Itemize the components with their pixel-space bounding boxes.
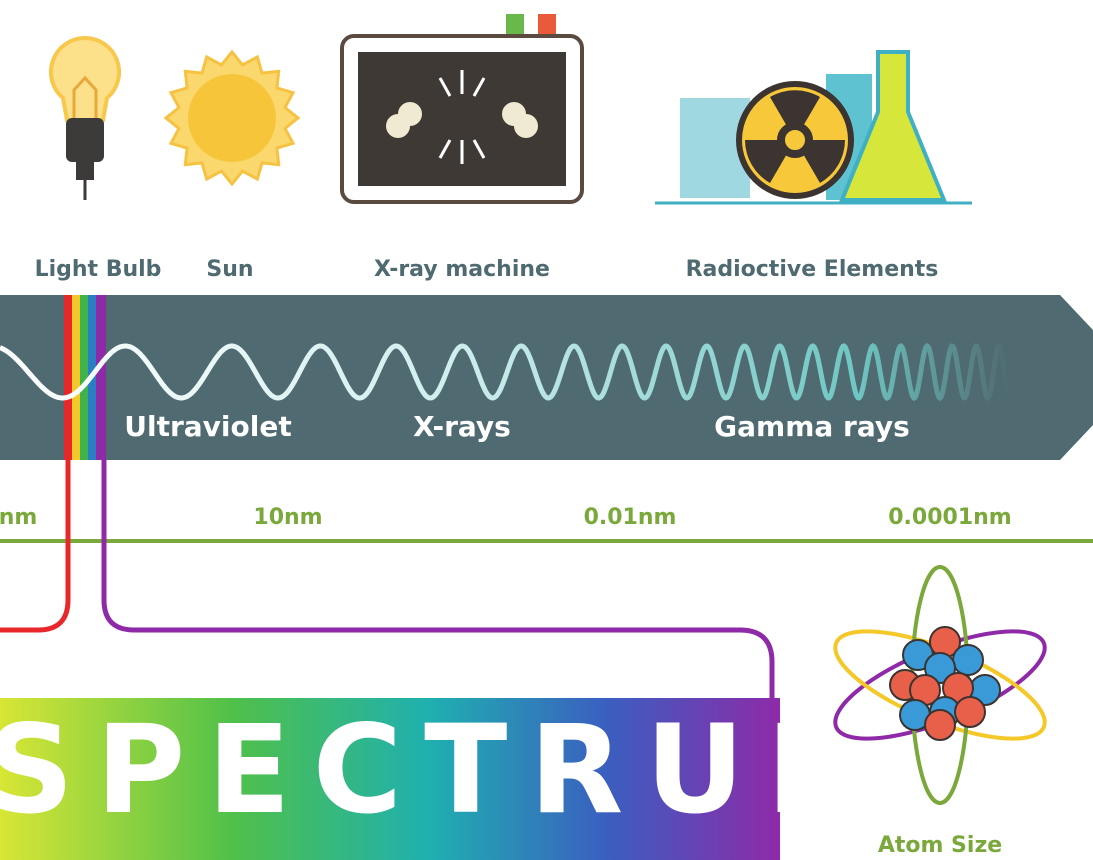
band-label: Gamma rays: [714, 410, 910, 443]
sun-icon: [166, 52, 298, 184]
scale-label: 0.0001nm: [888, 505, 1011, 530]
band-label: Ultraviolet: [124, 410, 291, 443]
xray-machine-icon: [342, 14, 582, 202]
source-label: Radioctive Elements: [686, 257, 939, 282]
source-label: X-ray machine: [374, 257, 550, 282]
title: SPECTRUM: [0, 699, 910, 841]
radioactive-icon: [655, 52, 972, 203]
purple-connector: [104, 460, 772, 700]
scale-label: 10nm: [253, 505, 322, 530]
source-label: Sun: [206, 257, 253, 282]
scale-label: 0.01nm: [584, 505, 677, 530]
scale-label: nm: [0, 505, 37, 530]
band-label: X-rays: [413, 410, 511, 443]
atom-label: Atom Size: [878, 833, 1002, 858]
source-label: Light Bulb: [35, 257, 162, 282]
light-bulb-icon: [51, 38, 119, 200]
red-connector: [0, 460, 68, 630]
rainbow-strip: [64, 295, 106, 460]
infographic: Light Bulb Sun X-ray machine Radioctive …: [0, 0, 1093, 860]
page: Light Bulb Sun X-ray machine Radioctive …: [0, 0, 1093, 860]
